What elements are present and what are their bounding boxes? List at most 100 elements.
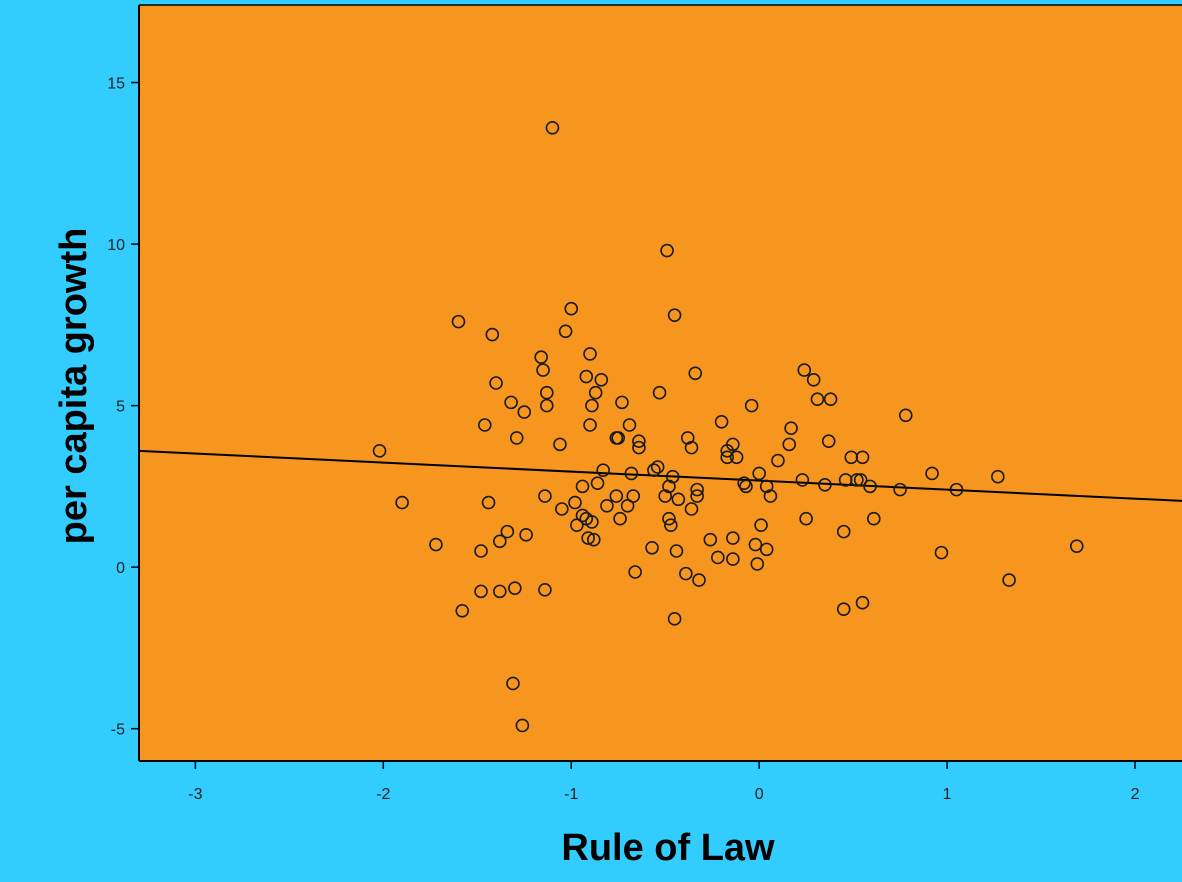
data-point xyxy=(613,511,627,526)
data-point xyxy=(739,479,753,494)
data-point xyxy=(540,398,554,413)
data-point xyxy=(866,511,881,526)
data-point xyxy=(684,502,699,516)
data-point xyxy=(429,537,443,552)
data-point xyxy=(821,434,836,448)
data-point xyxy=(588,385,603,400)
data-point xyxy=(754,518,768,532)
data-point xyxy=(579,369,594,384)
x-tick-label: -3 xyxy=(188,786,202,803)
data-point xyxy=(622,418,637,432)
data-point xyxy=(714,414,729,429)
data-point xyxy=(662,511,676,526)
data-point xyxy=(493,584,507,599)
fit-line xyxy=(138,449,1182,502)
data-point xyxy=(823,392,838,406)
data-point xyxy=(752,466,766,481)
data-point xyxy=(545,120,560,135)
data-point xyxy=(660,243,674,258)
data-point xyxy=(853,473,868,487)
data-point xyxy=(836,602,851,616)
data-point xyxy=(632,440,646,455)
data-point xyxy=(925,466,939,481)
y-tick-label: 15 xyxy=(107,76,125,93)
data-point xyxy=(711,550,725,565)
data-point xyxy=(538,582,552,597)
y-tick-label: 0 xyxy=(116,560,125,577)
data-point xyxy=(585,515,599,529)
data-point xyxy=(515,718,530,733)
data-point xyxy=(624,466,639,481)
data-point xyxy=(558,324,573,339)
data-point xyxy=(540,385,554,400)
data-point xyxy=(506,676,520,691)
data-point xyxy=(609,489,624,503)
data-point xyxy=(517,405,532,419)
x-axis-title: Rule of Law xyxy=(561,827,775,869)
data-point xyxy=(536,363,550,377)
data-point xyxy=(665,469,680,484)
x-tick-label: 2 xyxy=(1131,786,1140,803)
x-tick-label: -1 xyxy=(564,786,578,803)
data-point xyxy=(797,363,812,377)
y-tick-label: -5 xyxy=(111,722,125,739)
data-point xyxy=(628,565,642,579)
data-point xyxy=(509,431,524,445)
data-point xyxy=(850,473,864,487)
data-point xyxy=(836,524,851,539)
data-point xyxy=(575,479,590,494)
data-point xyxy=(690,482,704,497)
data-point xyxy=(500,524,515,539)
data-point xyxy=(596,463,610,478)
data-point xyxy=(555,502,569,516)
data-point xyxy=(538,489,552,503)
data-point xyxy=(395,495,409,510)
data-point xyxy=(671,492,686,507)
data-point xyxy=(771,453,785,468)
data-point xyxy=(690,489,704,503)
data-point xyxy=(949,482,964,497)
data-point xyxy=(893,482,907,497)
data-point xyxy=(583,347,597,361)
data-point xyxy=(477,418,492,432)
data-points xyxy=(372,120,1084,733)
y-axis-title: per capita growth xyxy=(53,228,95,545)
data-point xyxy=(611,431,626,445)
y-tick-label: 5 xyxy=(116,399,125,416)
x-tick-label: 1 xyxy=(943,786,952,803)
data-point xyxy=(586,532,601,547)
data-point xyxy=(669,544,684,558)
data-point xyxy=(575,508,590,523)
data-point xyxy=(1069,539,1084,553)
data-point xyxy=(667,612,682,626)
data-point xyxy=(585,398,599,413)
data-point xyxy=(568,495,582,510)
data-point xyxy=(650,460,665,474)
data-point xyxy=(726,437,740,452)
y-tick-label: 10 xyxy=(107,237,125,254)
data-point xyxy=(863,479,877,494)
data-point xyxy=(806,372,821,387)
data-point xyxy=(748,537,763,552)
data-point xyxy=(664,518,678,532)
data-point xyxy=(703,532,718,547)
data-point xyxy=(594,372,609,387)
data-point xyxy=(898,408,913,423)
data-point xyxy=(688,366,703,381)
data-point xyxy=(590,476,605,490)
data-point xyxy=(784,421,798,436)
data-point xyxy=(726,552,740,566)
data-point xyxy=(615,395,629,410)
data-point xyxy=(493,534,507,549)
data-point xyxy=(855,450,870,465)
data-point xyxy=(372,444,387,458)
data-point xyxy=(481,495,496,510)
data-point xyxy=(726,531,740,545)
data-point xyxy=(795,473,810,487)
data-point xyxy=(759,542,774,557)
data-point xyxy=(534,350,548,364)
x-tick-label: 0 xyxy=(755,786,764,803)
data-point xyxy=(679,566,693,581)
data-point xyxy=(519,528,533,542)
